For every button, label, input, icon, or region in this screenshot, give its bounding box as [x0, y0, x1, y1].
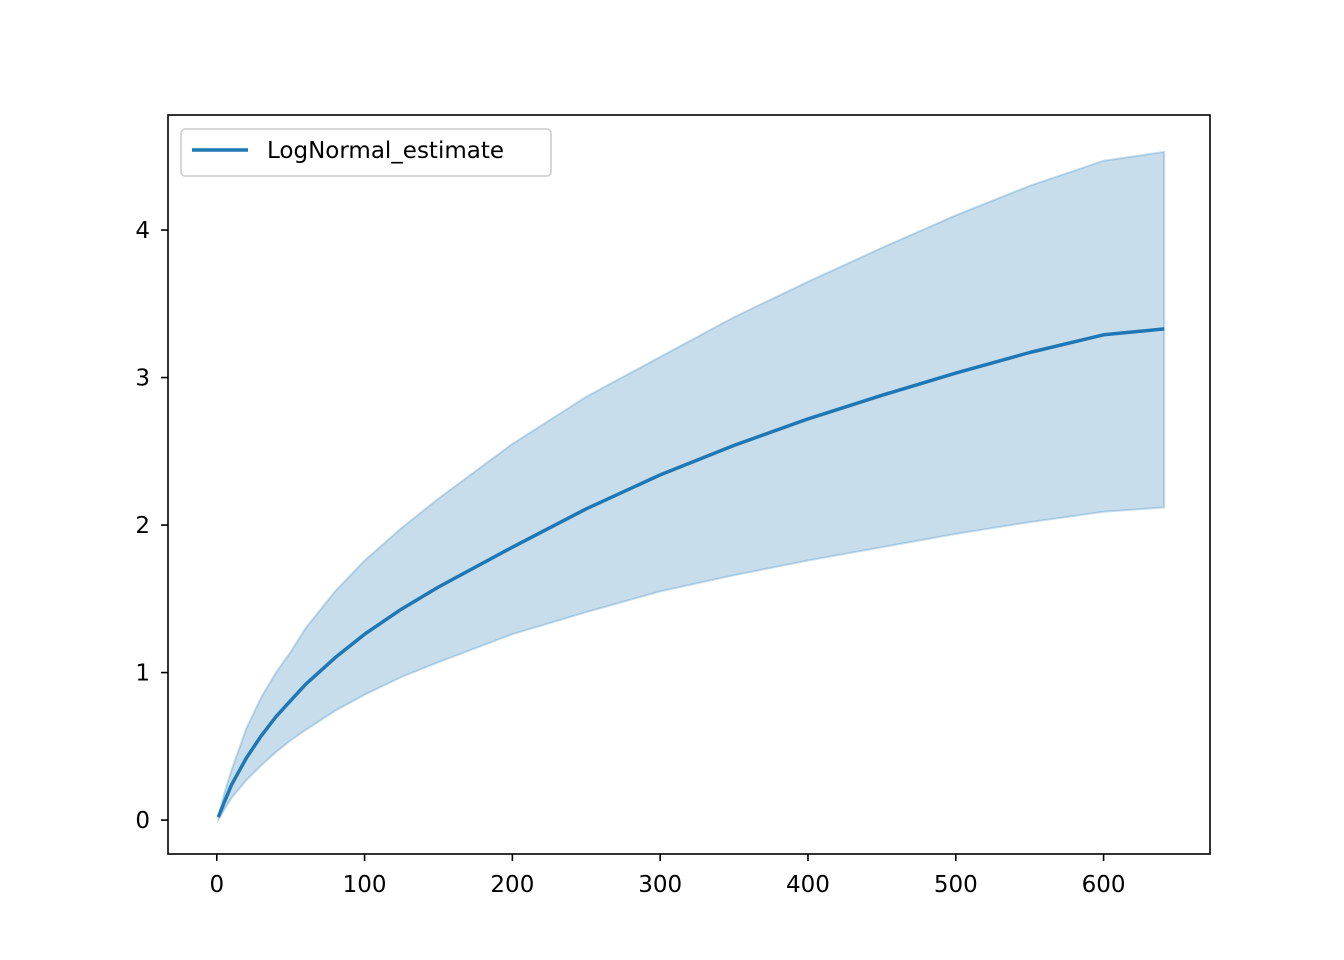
series-line-lognormal-estimate: [216, 327, 1165, 818]
plot-frame: [167, 114, 1211, 855]
x-tick-label: 0: [209, 872, 224, 898]
confidence-band-layer: [217, 150, 1166, 824]
legend: LogNormal_estimate: [180, 128, 552, 177]
x-tick-label: 400: [786, 872, 830, 898]
legend-label: LogNormal_estimate: [267, 138, 504, 164]
x-tick-label: 300: [638, 872, 682, 898]
x-tick-label: 600: [1082, 872, 1126, 898]
y-tick-label: 4: [135, 218, 150, 244]
x-tick-label: 200: [490, 872, 534, 898]
y-tick-label: 0: [135, 808, 150, 834]
series-line-layer: [216, 327, 1165, 818]
x-tick-label: 500: [934, 872, 978, 898]
y-tick-label: 1: [135, 661, 150, 687]
x-axis: 0 100 200 300 400 500 600: [209, 854, 1126, 898]
y-tick-label: 3: [135, 366, 150, 392]
x-tick-label: 100: [343, 872, 387, 898]
confidence-band: [217, 150, 1166, 824]
y-axis: 0 1 2 3 4: [135, 218, 168, 834]
legend-box: [180, 128, 552, 177]
y-tick-label: 2: [135, 513, 150, 539]
